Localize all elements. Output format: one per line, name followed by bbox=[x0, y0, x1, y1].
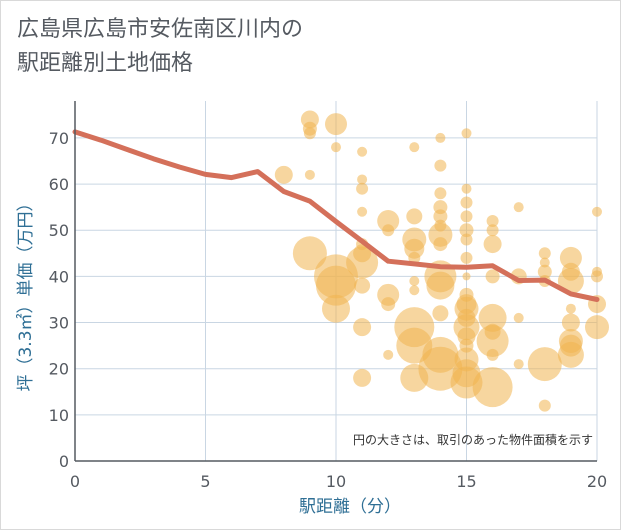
data-point bbox=[356, 182, 369, 195]
data-point bbox=[539, 257, 550, 268]
data-point bbox=[409, 276, 420, 286]
data-point bbox=[316, 265, 356, 306]
data-point bbox=[592, 206, 602, 217]
data-point bbox=[377, 210, 400, 232]
data-point bbox=[559, 246, 582, 269]
chart-title: 広島県広島市安佐南区川内の 駅距離別土地価格 bbox=[17, 17, 304, 76]
y-tick-label: 50 bbox=[49, 221, 69, 240]
data-point bbox=[485, 269, 500, 284]
x-tick-label: 20 bbox=[587, 472, 607, 491]
y-tick-label: 60 bbox=[49, 175, 69, 194]
size-note: 円の大きさは、取引のあった物件面積を示す bbox=[353, 432, 593, 447]
data-point bbox=[538, 247, 551, 260]
x-tick-label: 5 bbox=[200, 472, 210, 491]
data-point bbox=[432, 305, 449, 322]
data-point bbox=[561, 313, 580, 332]
data-point bbox=[433, 209, 448, 224]
x-axis-label: 駅距離（分） bbox=[299, 497, 401, 517]
x-tick-label: 0 bbox=[70, 472, 80, 491]
data-point bbox=[462, 272, 471, 281]
data-point bbox=[459, 223, 474, 238]
data-point bbox=[426, 271, 455, 300]
y-axis-label: 坪（3.3㎡）単価（万円） bbox=[16, 194, 36, 391]
data-point bbox=[409, 142, 420, 153]
data-point bbox=[331, 142, 341, 153]
data-point bbox=[404, 238, 425, 259]
data-point bbox=[381, 297, 396, 312]
data-point bbox=[434, 159, 447, 172]
data-point bbox=[472, 367, 513, 408]
data-point bbox=[354, 277, 371, 294]
data-point bbox=[357, 174, 368, 185]
data-point bbox=[483, 235, 502, 254]
data-point bbox=[591, 270, 603, 283]
data-point bbox=[537, 264, 552, 279]
data-point bbox=[513, 312, 524, 323]
data-point bbox=[357, 206, 368, 217]
data-point bbox=[434, 187, 447, 200]
data-point bbox=[304, 169, 315, 180]
bubble-layer bbox=[274, 110, 609, 412]
data-point bbox=[353, 318, 372, 337]
y-tick-label: 40 bbox=[49, 267, 69, 286]
data-point bbox=[460, 196, 473, 209]
data-point bbox=[460, 210, 473, 223]
data-point bbox=[325, 113, 347, 136]
y-tick-label: 10 bbox=[49, 406, 69, 425]
data-point bbox=[476, 325, 509, 357]
data-point bbox=[409, 285, 420, 296]
data-point bbox=[274, 165, 293, 184]
trend-line bbox=[72, 129, 600, 302]
y-tick-label: 20 bbox=[49, 360, 69, 379]
data-point bbox=[557, 341, 584, 368]
data-point bbox=[486, 224, 499, 237]
y-tick-label: 0 bbox=[59, 452, 69, 471]
data-point bbox=[357, 146, 368, 157]
data-point bbox=[585, 315, 609, 340]
y-tick-label: 70 bbox=[49, 129, 69, 148]
axes: 0 10 20 30 40 50 60 70 0 5 10 15 20 bbox=[49, 101, 607, 491]
data-point bbox=[538, 399, 551, 412]
y-tick-label: 30 bbox=[49, 314, 69, 333]
data-point bbox=[565, 303, 576, 314]
data-point bbox=[461, 183, 472, 194]
data-point bbox=[557, 268, 584, 294]
data-point bbox=[408, 251, 421, 264]
x-tick-label: 15 bbox=[456, 472, 476, 491]
data-point bbox=[527, 347, 562, 382]
data-point bbox=[353, 368, 372, 387]
data-point bbox=[435, 132, 446, 143]
data-point bbox=[461, 128, 472, 139]
data-point bbox=[292, 236, 327, 271]
data-point bbox=[478, 303, 507, 332]
data-point bbox=[486, 348, 499, 361]
data-point bbox=[346, 246, 379, 279]
data-point bbox=[382, 224, 395, 237]
data-point bbox=[383, 349, 394, 360]
data-point bbox=[460, 233, 473, 246]
data-point bbox=[303, 127, 316, 140]
x-tick-label: 10 bbox=[326, 472, 346, 491]
trend-layer bbox=[72, 129, 600, 302]
data-point bbox=[513, 202, 524, 213]
data-point bbox=[486, 215, 499, 227]
data-point bbox=[460, 251, 473, 264]
data-point bbox=[433, 237, 448, 252]
data-point bbox=[322, 294, 350, 323]
data-point bbox=[406, 208, 423, 225]
data-point bbox=[513, 359, 524, 370]
